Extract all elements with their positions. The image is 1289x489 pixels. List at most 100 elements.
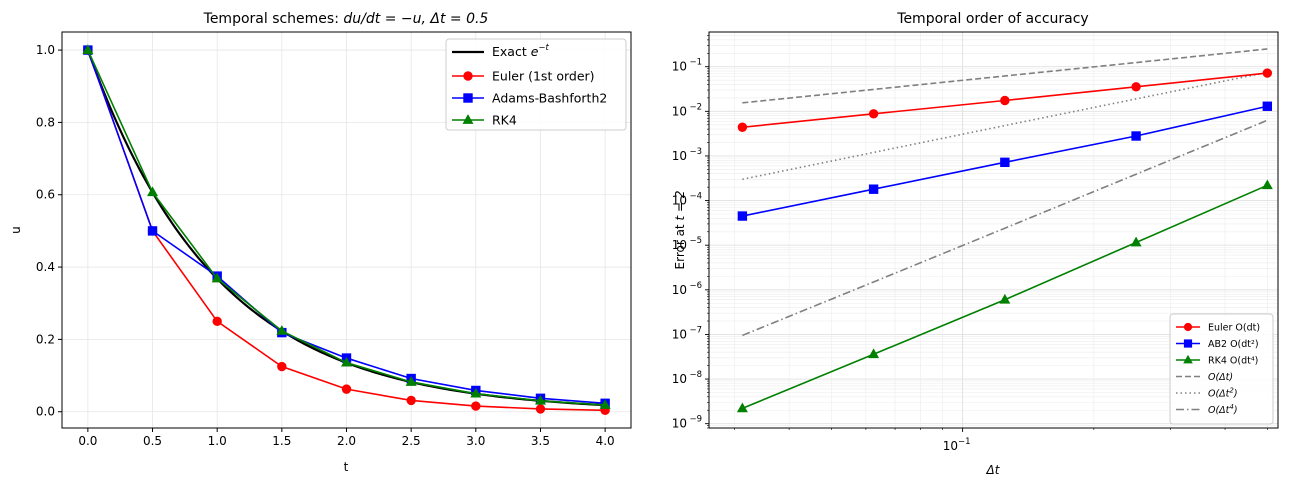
right-y-tick-exponent: −5 <box>689 236 702 246</box>
left-series-2-point <box>535 394 546 405</box>
reference-line-0 <box>742 48 1268 104</box>
right-axes-frame <box>708 31 1279 429</box>
left-series-2-point <box>276 325 288 335</box>
right-x-tick-label: 10−1 <box>943 437 971 453</box>
left-x-tick-label: 3.5 <box>531 434 550 448</box>
right-series-1-point <box>868 184 879 194</box>
left-plot-area <box>82 44 611 416</box>
right-y-tick-label: 10 <box>672 327 687 341</box>
right-y-tick-label: 10 <box>672 238 687 252</box>
right-y-tick-exponent: −9 <box>689 415 702 425</box>
right-legend: Euler O(dt) AB2 O(dt²) RK4 O(dt⁴) O(Δt) O(Δt… <box>1169 313 1274 425</box>
left-legend-label-1: Adams-Bashforth2 <box>492 91 607 106</box>
right-y-tick-label: 10 <box>672 104 687 118</box>
left-legend-label-0: Euler (1st order) <box>492 69 595 84</box>
right-series-2-point <box>1261 179 1273 190</box>
left-chart-title: Temporal schemes: du/dt = −u, Δt = 0.5 <box>203 11 489 27</box>
right-series-1-point <box>1131 131 1141 141</box>
left-y-tick-label: 0.4 <box>36 260 55 274</box>
right-series-2-point <box>868 348 880 359</box>
right-series-2-point <box>999 293 1011 304</box>
right-y-tick-exponent: −4 <box>689 192 702 202</box>
right-y-tick-exponent: −6 <box>689 281 702 291</box>
right-series-0-point <box>1000 95 1010 106</box>
left-y-tick-label: 0.2 <box>36 332 55 346</box>
left-ticks: 0.0 0.5 1.0 1.5 2.0 2.5 3.0 3.5 4.0 0.0 0.2 0.4 0.6 0… <box>36 43 615 448</box>
right-legend-marker-1 <box>1183 339 1193 348</box>
right-series-2-point <box>1130 236 1142 247</box>
left-chart: 0.0 0.5 1.0 1.5 2.0 2.5 3.0 3.5 4.0 0.0 0.2 0.4 0.6 0… <box>9 11 632 474</box>
left-series-2-point <box>82 44 94 54</box>
right-series-2-point <box>736 402 748 413</box>
left-x-tick-label: 2.0 <box>337 434 356 448</box>
right-chart: 10−110−910−810−710−610−510−410−310−210−1… <box>672 11 1279 477</box>
left-series-0-point <box>406 395 416 406</box>
left-legend-marker-1 <box>463 93 473 103</box>
right-chart-title: Temporal order of accuracy <box>896 11 1088 27</box>
right-legend-label-1: AB2 O(dt²) <box>1208 339 1259 350</box>
right-series-1-point <box>1000 157 1010 168</box>
left-legend: Exact e−t Euler (1st order) Adams-Bashfor… <box>445 38 627 131</box>
left-series-2-point <box>405 376 417 386</box>
left-y-tick-label: 0.0 <box>36 405 55 419</box>
right-series-1-point <box>1262 101 1273 111</box>
legend-exact-label: Exact e−t <box>492 43 550 59</box>
left-series-0-point <box>212 316 222 327</box>
right-legend-ref-label-2: O(Δt4) <box>1208 403 1238 416</box>
right-series-0-point <box>1131 82 1141 92</box>
right-y-tick-exponent: −3 <box>689 147 702 157</box>
left-x-tick-label: 4.0 <box>596 434 615 448</box>
right-y-tick-exponent: −7 <box>689 325 702 335</box>
reference-line-2 <box>742 119 1268 337</box>
left-legend-label-2: RK4 <box>492 113 517 128</box>
left-series-2-point <box>341 356 352 367</box>
right-legend-ref-label-1: O(Δt2) <box>1208 387 1238 400</box>
right-y-tick-exponent: −1 <box>689 58 702 68</box>
right-plot-area <box>736 48 1273 413</box>
left-y-tick-label: 1.0 <box>36 43 55 57</box>
reference-line-1 <box>742 71 1268 181</box>
left-x-tick-label: 3.0 <box>466 434 485 448</box>
left-series-0-point <box>535 404 546 414</box>
left-x-tick-label: 2.5 <box>402 434 421 448</box>
right-legend-label-0: Euler O(dt) <box>1208 323 1260 334</box>
left-x-tick-label: 1.5 <box>272 434 291 448</box>
right-y-axis-label: Error at t = 2 <box>673 191 687 270</box>
left-series-2-point <box>599 399 611 409</box>
right-y-tick-label: 10 <box>672 149 687 163</box>
right-series-0-point <box>737 122 748 132</box>
right-y-tick-exponent: −2 <box>689 102 702 112</box>
left-series-2-point <box>470 387 482 398</box>
left-x-tick-label: 0.5 <box>143 434 162 448</box>
right-y-tick-label: 10 <box>672 283 687 297</box>
left-series-2-point <box>147 186 158 197</box>
left-series-0-point <box>471 401 481 411</box>
left-series-0-point <box>277 361 287 372</box>
right-series-1-point <box>737 211 748 221</box>
right-y-tick-label: 10 <box>672 372 687 386</box>
left-x-tick-label: 0.0 <box>78 434 97 448</box>
right-y-tick-exponent: −8 <box>689 370 702 380</box>
right-y-tick-label: 10 <box>672 60 687 74</box>
left-series-1-point <box>147 226 158 236</box>
left-legend-marker-0 <box>463 71 473 81</box>
right-series-0-point <box>1262 68 1273 78</box>
left-legend-frame <box>445 38 627 131</box>
right-ticks: 10−110−910−810−710−610−510−410−310−210−1 <box>672 35 1268 453</box>
right-legend-marker-2 <box>1183 354 1193 364</box>
left-legend-marker-2 <box>462 114 474 124</box>
right-legend-ref-label-0: O(Δt) <box>1208 372 1233 383</box>
left-y-tick-label: 0.6 <box>36 188 55 202</box>
left-series-2-point <box>211 272 223 283</box>
right-y-tick-label: 10 <box>672 194 687 208</box>
right-x-axis-label: Δt <box>986 463 1001 477</box>
right-legend-label-2: RK4 O(dt⁴) <box>1208 356 1258 367</box>
left-y-axis-label: u <box>9 226 23 234</box>
left-series-0-point <box>341 384 352 394</box>
right-y-tick-label: 10 <box>672 417 687 431</box>
right-legend-marker-0 <box>1183 322 1193 332</box>
right-series-0-point <box>868 109 879 119</box>
left-x-axis-label: t <box>344 460 349 474</box>
right-legend-frame <box>1169 313 1274 425</box>
